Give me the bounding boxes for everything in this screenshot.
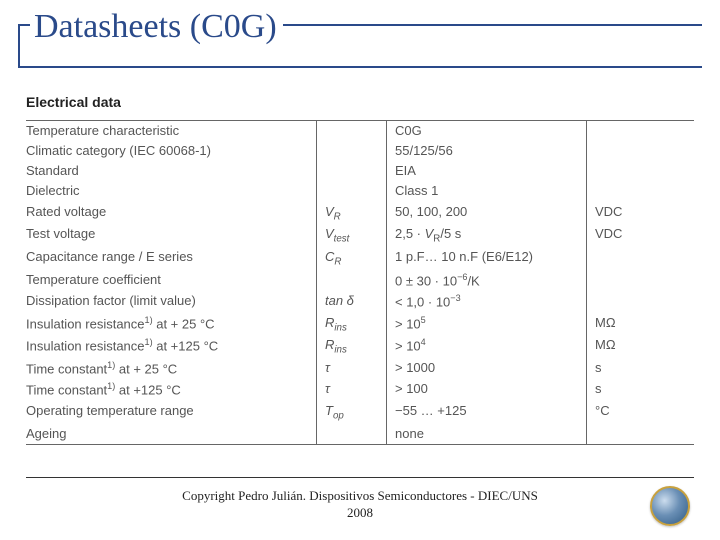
cell-value: > 1000 [386, 358, 586, 379]
logo-icon [650, 486, 690, 526]
cell-value: C0G [386, 121, 586, 141]
cell-value: < 1,0 · 10−3 [386, 291, 586, 312]
cell-unit [586, 141, 694, 161]
cell-value: 55/125/56 [386, 141, 586, 161]
cell-symbol: Rins [316, 313, 386, 336]
cell-unit: MΩ [586, 335, 694, 358]
cell-symbol: Top [316, 401, 386, 424]
section-header: Electrical data [26, 94, 121, 110]
cell-symbol [316, 161, 386, 181]
table-row: Standard EIA [26, 161, 694, 181]
cell-label: Dielectric [26, 181, 316, 201]
table-row: Temperature coefficient 0 ± 30 · 10−6/K [26, 270, 694, 291]
cell-unit: VDC [586, 202, 694, 225]
table-row: Time constant1) at +125 °Cτ> 100s [26, 379, 694, 400]
cell-label: Insulation resistance1) at + 25 °C [26, 313, 316, 336]
cell-symbol: τ [316, 358, 386, 379]
cell-label: Test voltage [26, 224, 316, 247]
cell-value: > 105 [386, 313, 586, 336]
cell-symbol [316, 141, 386, 161]
cell-symbol: τ [316, 379, 386, 400]
cell-unit [586, 291, 694, 312]
cell-label: Rated voltage [26, 202, 316, 225]
cell-label: Climatic category (IEC 60068-1) [26, 141, 316, 161]
table-row: Rated voltageVR50, 100, 200VDC [26, 202, 694, 225]
cell-label: Dissipation factor (limit value) [26, 291, 316, 312]
table-row: Operating temperature rangeTop−55 … +125… [26, 401, 694, 424]
cell-label: Insulation resistance1) at +125 °C [26, 335, 316, 358]
cell-value: none [386, 424, 586, 444]
footer-rule [26, 477, 694, 478]
cell-label: Temperature coefficient [26, 270, 316, 291]
cell-label: Operating temperature range [26, 401, 316, 424]
cell-value: −55 … +125 [386, 401, 586, 424]
cell-value: > 104 [386, 335, 586, 358]
table-row: Climatic category (IEC 60068-1) 55/125/56 [26, 141, 694, 161]
cell-symbol: Rins [316, 335, 386, 358]
cell-unit: °C [586, 401, 694, 424]
cell-value: > 100 [386, 379, 586, 400]
table-row: Time constant1) at + 25 °Cτ> 1000s [26, 358, 694, 379]
table-row: Temperature characteristic C0G [26, 121, 694, 141]
footer-line2: 2008 [347, 505, 373, 520]
cell-label: Time constant1) at + 25 °C [26, 358, 316, 379]
cell-unit [586, 424, 694, 444]
cell-unit: MΩ [586, 313, 694, 336]
cell-value: 1 p.F… 10 n.F (E6/E12) [386, 247, 586, 270]
cell-symbol: Vtest [316, 224, 386, 247]
slide-title-text: Datasheets (C0G) [34, 8, 277, 45]
cell-unit [586, 161, 694, 181]
cell-value: EIA [386, 161, 586, 181]
cell-symbol: tan δ [316, 291, 386, 312]
cell-value: 0 ± 30 · 10−6/K [386, 270, 586, 291]
cell-unit: s [586, 358, 694, 379]
cell-label: Temperature characteristic [26, 121, 316, 141]
slide-title-frame: Datasheets (C0G) [18, 6, 702, 68]
table-row: Ageing none [26, 424, 694, 444]
cell-value: 50, 100, 200 [386, 202, 586, 225]
cell-symbol [316, 121, 386, 141]
cell-symbol: CR [316, 247, 386, 270]
cell-label: Time constant1) at +125 °C [26, 379, 316, 400]
cell-value: Class 1 [386, 181, 586, 201]
table-row: Test voltageVtest2,5 · VR/5 sVDC [26, 224, 694, 247]
cell-symbol: VR [316, 202, 386, 225]
cell-symbol [316, 424, 386, 444]
slide-title: Datasheets (C0G) [30, 8, 283, 46]
table-row: Dielectric Class 1 [26, 181, 694, 201]
cell-label: Ageing [26, 424, 316, 444]
cell-unit: VDC [586, 224, 694, 247]
cell-unit [586, 181, 694, 201]
footer-text: Copyright Pedro Julián. Dispositivos Sem… [0, 487, 720, 522]
table-row: Capacitance range / E seriesCR1 p.F… 10 … [26, 247, 694, 270]
table-row: Dissipation factor (limit value)tan δ< 1… [26, 291, 694, 312]
cell-symbol [316, 181, 386, 201]
table-row: Insulation resistance1) at + 25 °CRins> … [26, 313, 694, 336]
cell-unit [586, 270, 694, 291]
cell-unit [586, 121, 694, 141]
cell-label: Capacitance range / E series [26, 247, 316, 270]
footer-line1: Copyright Pedro Julián. Dispositivos Sem… [182, 488, 538, 503]
cell-label: Standard [26, 161, 316, 181]
cell-symbol [316, 270, 386, 291]
cell-value: 2,5 · VR/5 s [386, 224, 586, 247]
cell-unit: s [586, 379, 694, 400]
table-row: Insulation resistance1) at +125 °CRins> … [26, 335, 694, 358]
electrical-data-table: Temperature characteristicC0GClimatic ca… [26, 120, 694, 445]
cell-unit [586, 247, 694, 270]
